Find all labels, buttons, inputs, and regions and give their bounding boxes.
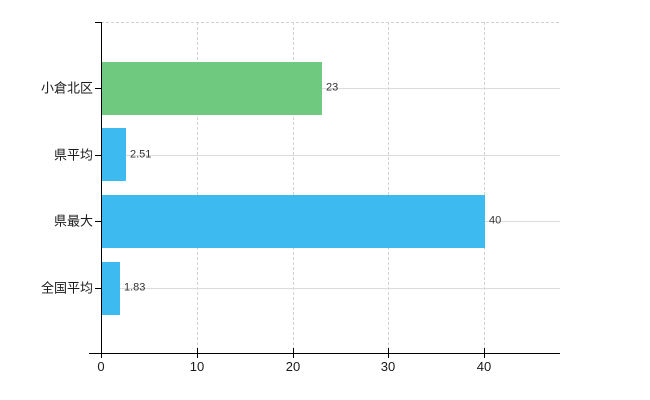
category-label: 全国平均	[40, 280, 93, 296]
x-axis-tick-label: 20	[285, 359, 301, 374]
x-axis-tick	[293, 348, 294, 358]
x-axis-tick	[101, 348, 102, 358]
bar-県最大	[102, 195, 485, 248]
bar-小倉北区	[102, 62, 322, 115]
y-axis	[101, 22, 102, 358]
y-axis-tick	[95, 288, 101, 289]
horizontal-gridline	[101, 88, 560, 89]
x-axis	[89, 353, 560, 354]
bar-value-label: 1.83	[124, 281, 146, 294]
x-axis-tick-label: 0	[97, 359, 105, 374]
bar-県平均	[102, 128, 126, 181]
x-axis-tick-label: 40	[476, 359, 492, 374]
horizontal-gridline	[101, 288, 560, 289]
plot-top-border	[101, 22, 560, 23]
x-axis-tick	[388, 348, 389, 358]
category-label: 小倉北区	[40, 80, 93, 96]
category-label: 県平均	[53, 147, 93, 163]
vertical-gridline	[484, 22, 486, 353]
y-axis-tick	[95, 155, 101, 156]
vertical-gridline	[388, 22, 390, 353]
bar-value-label: 40	[489, 214, 502, 227]
bar-value-label: 23	[326, 81, 339, 94]
x-axis-tick	[484, 348, 485, 358]
bar-value-label: 2.51	[130, 148, 152, 161]
x-axis-tick-label: 30	[380, 359, 396, 374]
y-axis-tick	[95, 88, 101, 89]
x-axis-tick-label: 10	[189, 359, 205, 374]
category-label: 県最大	[53, 213, 93, 229]
y-axis-tick	[95, 22, 101, 23]
x-axis-tick	[197, 348, 198, 358]
vertical-gridline	[292, 22, 294, 353]
vertical-gridline	[196, 22, 198, 353]
horizontal-gridline	[101, 155, 560, 156]
y-axis-tick	[95, 221, 101, 222]
bar-全国平均	[102, 262, 120, 315]
